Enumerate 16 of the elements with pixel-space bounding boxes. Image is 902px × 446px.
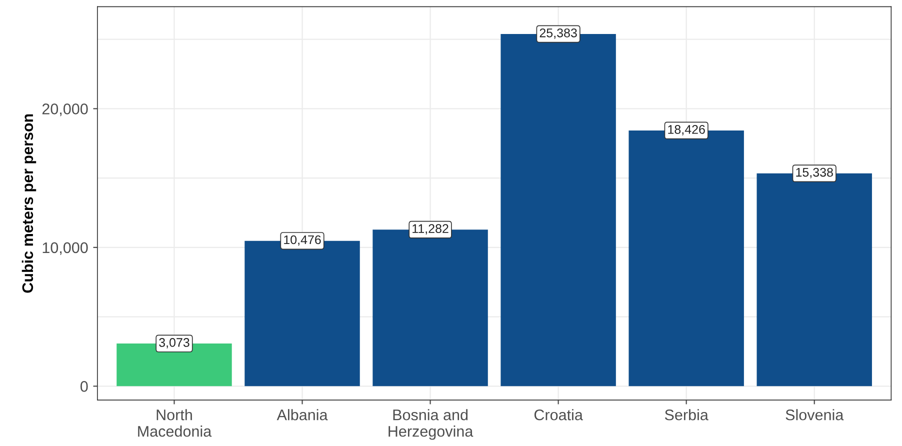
y-tick-label: 0	[80, 381, 88, 392]
x-tick-label: Croatia	[534, 409, 583, 420]
data-label: 3,073	[159, 338, 190, 348]
x-tick-label: Albania	[276, 409, 328, 420]
data-label: 15,338	[796, 168, 833, 178]
x-tick-label: North Macedonia	[138, 409, 212, 437]
x-tick-label: Bosnia and Herzegovina	[388, 409, 474, 440]
y-tick-label: 10,000	[42, 242, 88, 255]
data-label: 11,282	[412, 224, 448, 234]
x-tick-label: Slovenia	[786, 409, 844, 420]
x-tick-label: Serbia	[664, 409, 708, 420]
data-label: 18,426	[668, 125, 705, 136]
data-label: 10,476	[284, 235, 321, 246]
data-label: 25,383	[540, 28, 577, 39]
y-tick-label: 20,000	[42, 104, 88, 116]
y-axis-title: Cubic meters per person	[22, 114, 36, 293]
